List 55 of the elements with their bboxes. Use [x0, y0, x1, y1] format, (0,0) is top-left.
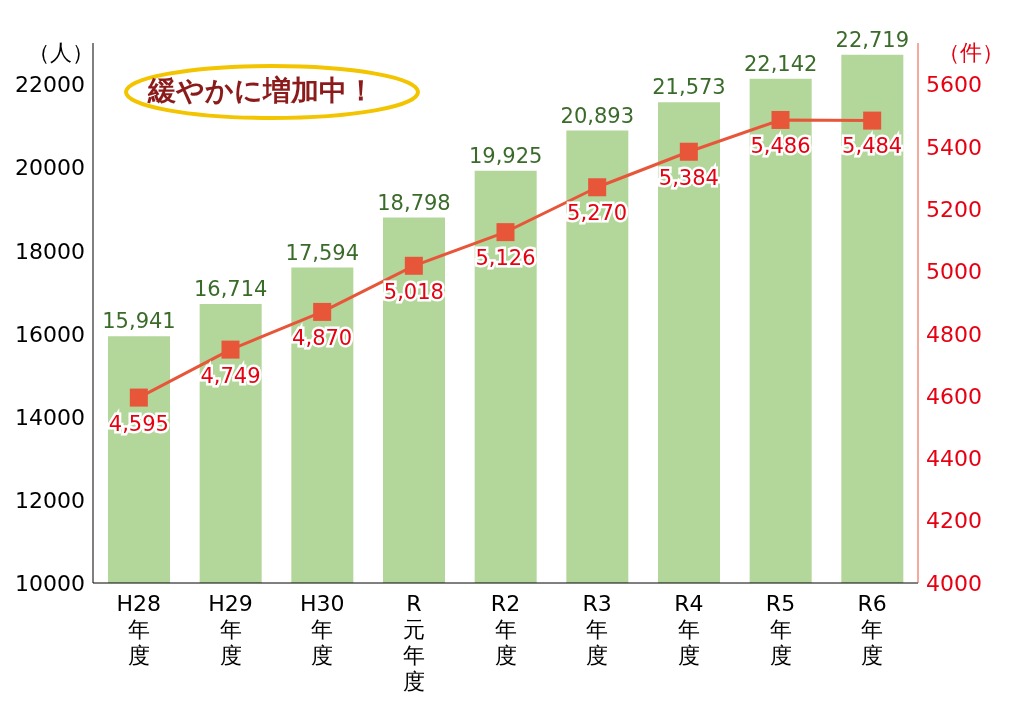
data-label: 5,384 [658, 165, 719, 190]
point [404, 256, 423, 275]
y-tick-label: 22000 [15, 72, 85, 98]
data-label: 4,749 [200, 363, 261, 388]
y2-tick-label: 4800 [926, 321, 982, 347]
y2-axis-title: （件） [938, 39, 1004, 67]
x-tick-label: R4年度 [674, 591, 704, 668]
data-label: 15,941 [102, 309, 176, 334]
y2-tick-label: 5200 [926, 196, 982, 222]
point [221, 340, 240, 359]
data-label: 16,714 [193, 277, 268, 302]
y2-tick-label: 5400 [926, 134, 982, 160]
x-tick-label: R2年度 [490, 591, 521, 668]
x-tick-label: R5年度 [765, 591, 796, 668]
y-tick-label: 20000 [15, 155, 85, 181]
y2-tick-label: 4000 [926, 570, 982, 596]
x-tick-label: R6年度 [857, 591, 887, 668]
data-label: 5,486 [750, 133, 811, 158]
y-tick-label: 18000 [15, 238, 85, 264]
data-label: 5,270 [567, 201, 628, 226]
y-tick-label: 10000 [15, 570, 85, 596]
y2-tick-label: 4600 [926, 383, 982, 409]
point [679, 142, 698, 161]
y-axis-title: （人） [28, 39, 94, 67]
x-tick-label: R3年度 [582, 591, 612, 668]
point [771, 110, 790, 129]
y-tick-label: 14000 [15, 404, 85, 430]
data-label: 17,594 [285, 240, 360, 265]
point [496, 223, 515, 242]
data-label: 22,719 [835, 27, 910, 52]
y2-tick-label: 5600 [926, 72, 982, 98]
data-label: 19,925 [468, 143, 543, 168]
data-label: 20,893 [560, 103, 635, 128]
data-label: 4,870 [292, 325, 353, 350]
y2-tick-label: 5000 [926, 259, 982, 285]
y2-tick-label: 4200 [926, 508, 982, 534]
data-label: 18,798 [377, 190, 451, 215]
annotation: 緩やかに増加中！ [148, 74, 375, 107]
y2-tick-label: 4400 [926, 446, 982, 472]
x-tick-label: R元年度 [402, 591, 425, 694]
y-tick-label: 16000 [15, 321, 85, 347]
x-tick-label: H30年度 [299, 591, 345, 668]
x-tick-label: H29年度 [208, 591, 253, 668]
point [863, 111, 882, 130]
point [129, 388, 148, 407]
data-label: 21,573 [652, 75, 726, 100]
data-label: 5,484 [842, 134, 903, 159]
point [313, 302, 332, 321]
data-label: 5,126 [475, 246, 536, 271]
data-label: 22,142 [743, 51, 818, 76]
point [588, 178, 607, 197]
x-tick-label: H28年度 [116, 591, 162, 668]
y-tick-label: 12000 [15, 487, 85, 513]
data-label: 4,595 [108, 411, 169, 436]
data-label: 5,018 [383, 279, 444, 304]
